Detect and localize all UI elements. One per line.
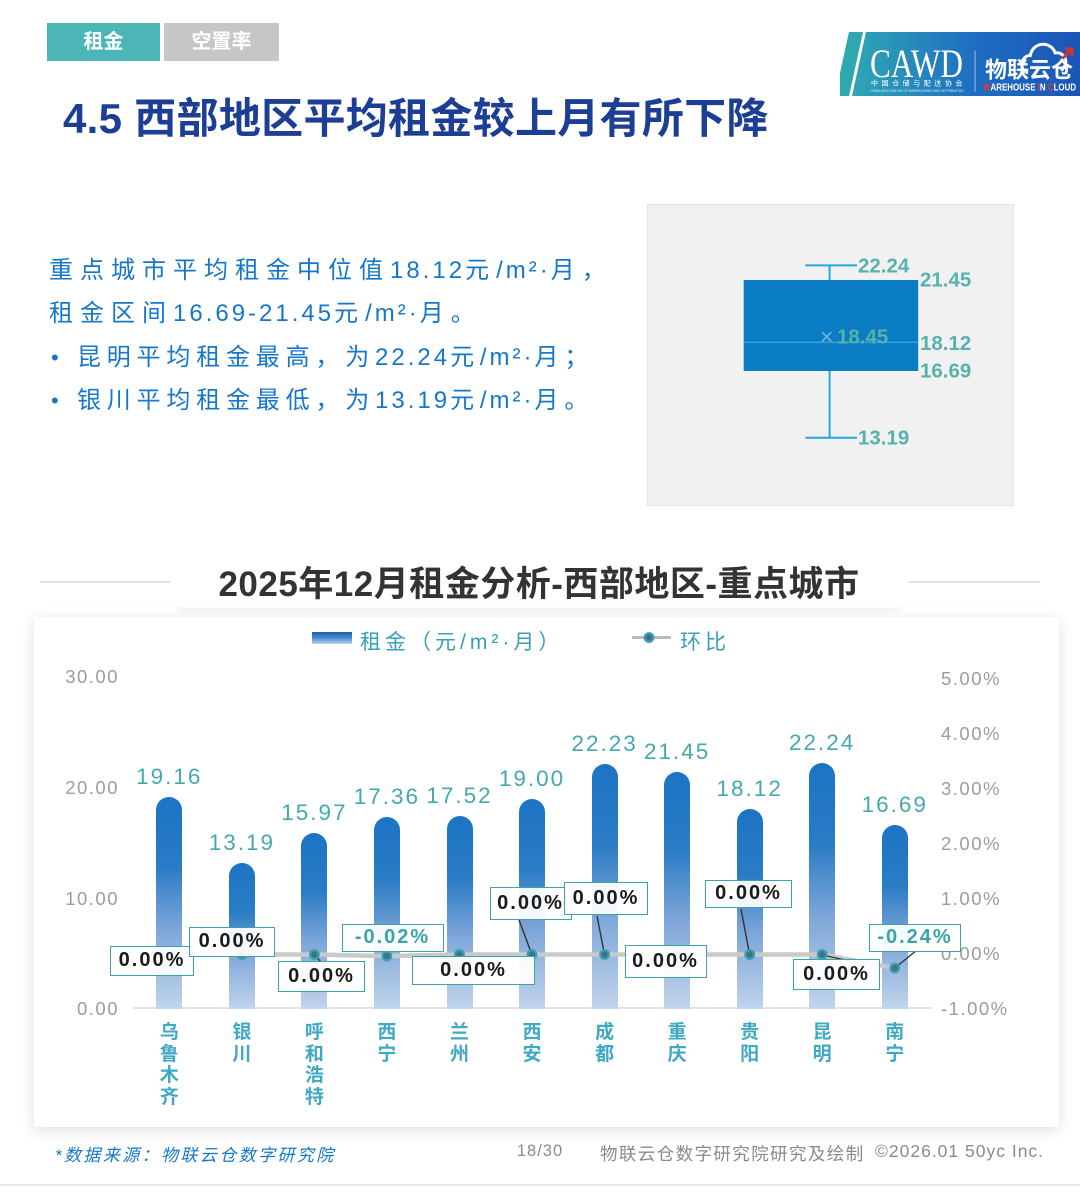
svg-text:物联云仓: 物联云仓 [985, 53, 1073, 85]
svg-text:WAREHOUSE IN CLOUD: WAREHOUSE IN CLOUD [983, 82, 1076, 93]
svg-text:CAWD: CAWD [870, 41, 963, 86]
svg-text:18.12: 18.12 [920, 332, 971, 355]
svg-text:16.69: 16.69 [920, 360, 971, 383]
svg-text:×: × [820, 324, 833, 350]
svg-text:21.45: 21.45 [920, 269, 971, 292]
svg-text:13.19: 13.19 [858, 427, 909, 450]
svg-text:22.24: 22.24 [858, 255, 910, 278]
svg-text:18.45: 18.45 [837, 326, 888, 349]
svg-text:CHINA ASSOCIATION OF WAREHOUSI: CHINA ASSOCIATION OF WAREHOUSING AND DIS… [871, 89, 964, 93]
svg-text:中国仓储与配送协会: 中国仓储与配送协会 [871, 79, 966, 89]
